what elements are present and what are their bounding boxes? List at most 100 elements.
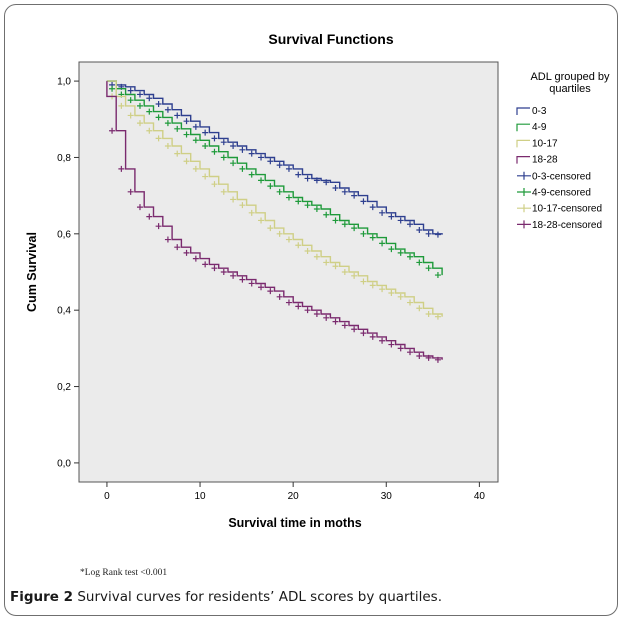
censor-mark-10-17: [258, 217, 265, 224]
censor-mark-4-9: [351, 225, 358, 232]
x-tick-label: 30: [381, 491, 393, 502]
censor-mark-4-9: [109, 85, 116, 92]
legend-swatch-10-17: [516, 139, 530, 148]
x-axis: 0 10 20 30 40: [104, 482, 485, 502]
censor-mark-10-17: [434, 313, 441, 320]
censor-mark-4-9: [341, 221, 348, 228]
censor-mark-18-28: [183, 249, 190, 256]
legend-label-18-28: 18-28: [532, 155, 558, 166]
censor-mark-0-3: [146, 95, 153, 102]
censor-mark-0-3: [183, 118, 190, 125]
censor-mark-10-17: [369, 282, 376, 289]
censor-mark-4-9: [388, 246, 395, 253]
censor-mark-4-9: [174, 125, 181, 132]
legend-censor-swatch-18-28: [517, 220, 531, 229]
censor-mark-0-3: [230, 143, 237, 149]
censor-mark-0-3: [425, 230, 432, 237]
censor-mark-4-9: [183, 131, 190, 138]
censor-mark-0-3: [341, 188, 348, 195]
censor-mark-18-28: [388, 341, 395, 348]
footnote: *Log Rank test <0.001: [80, 568, 168, 578]
censor-mark-10-17: [202, 173, 209, 180]
legend-label-10-17: 10-17: [532, 138, 558, 149]
legend-label-0-3-censored: 0-3-censored: [532, 171, 591, 182]
censor-mark-4-9: [295, 198, 302, 205]
censor-mark-10-17: [332, 263, 339, 270]
censor-mark-4-9: [434, 272, 441, 279]
censor-mark-18-28: [397, 345, 404, 352]
censor-mark-4-9: [164, 120, 171, 127]
censor-mark-10-17: [425, 311, 432, 317]
censor-mark-4-9: [360, 230, 367, 237]
censor-mark-10-17: [211, 181, 218, 188]
censor-mark-10-17: [146, 127, 153, 134]
censor-mark-0-3: [267, 158, 274, 165]
censor-mark-10-17: [248, 209, 255, 216]
censor-mark-10-17: [276, 230, 283, 237]
censor-mark-10-17: [118, 102, 125, 109]
legend-label-4-9-censored: 4-9-censored: [532, 188, 591, 199]
censor-mark-18-28: [285, 299, 292, 306]
legend-censor-swatch-0-3: [517, 171, 531, 180]
censor-mark-18-28: [202, 261, 209, 268]
censor-mark-0-3: [388, 213, 395, 220]
censor-mark-0-3: [313, 177, 320, 184]
censor-mark-4-9: [136, 102, 143, 109]
censor-mark-18-28: [379, 337, 386, 344]
censor-mark-10-17: [351, 272, 358, 279]
censor-mark-18-28: [332, 318, 339, 325]
chart-title: Survival Functions: [268, 31, 393, 47]
series-line-4-9: [106, 80, 443, 276]
censor-mark-18-28: [351, 326, 358, 333]
y-tick-label: 0,4: [57, 306, 71, 317]
censor-mark-10-17: [416, 305, 423, 312]
censor-mark-4-9: [369, 234, 376, 241]
censor-mark-0-3: [416, 227, 423, 233]
censor-mark-4-9: [276, 188, 283, 195]
censor-mark-4-9: [407, 253, 414, 260]
censor-mark-10-17: [388, 290, 395, 296]
censor-mark-4-9: [323, 211, 330, 218]
legend: ADL grouped by quartiles 0-3 4-9 10-17 18-2…: [516, 71, 610, 231]
censor-mark-0-3: [304, 175, 311, 182]
legend-swatch-0-3: [516, 107, 530, 115]
censor-mark-4-9: [155, 114, 162, 121]
legend-title-line-2: quartiles: [549, 83, 591, 95]
censor-mark-0-3: [323, 179, 330, 186]
censor-mark-0-3: [407, 221, 414, 228]
y-tick-label: 1,0: [57, 77, 71, 88]
censor-mark-18-28: [276, 293, 283, 300]
censor-mark-0-3: [369, 204, 376, 211]
censor-mark-10-17: [341, 269, 348, 275]
censor-mark-0-3: [239, 146, 246, 153]
censor-mark-18-28: [109, 127, 116, 134]
censor-mark-0-3: [220, 139, 227, 146]
legend-label-18-28-censored: 18-28-censored: [532, 220, 602, 231]
censor-mark-4-9: [202, 143, 209, 149]
censor-mark-10-17: [407, 299, 414, 306]
legend-label-0-3: 0-3: [532, 106, 547, 117]
legend-label-10-17-censored: 10-17-censored: [532, 204, 602, 215]
censor-mark-18-28: [136, 204, 143, 211]
y-tick-label: 0,8: [57, 153, 71, 164]
censor-mark-4-9: [146, 108, 153, 115]
caption-label: Figure 2: [10, 589, 74, 605]
censor-mark-4-9: [313, 206, 320, 212]
legend-label-4-9: 4-9: [532, 122, 547, 133]
legend-swatch-18-28: [516, 156, 530, 164]
survival-curves: [106, 80, 443, 363]
censor-mark-4-9: [258, 177, 265, 184]
censor-mark-18-28: [341, 322, 348, 329]
censor-mark-10-17: [174, 150, 181, 157]
censor-mark-4-9: [397, 249, 404, 256]
censor-mark-18-28: [220, 269, 227, 275]
y-tick-label: 0,6: [57, 229, 71, 240]
x-tick-label: 0: [104, 491, 110, 502]
censor-mark-0-3: [276, 162, 283, 169]
censor-mark-10-17: [323, 259, 330, 266]
censor-mark-0-3: [332, 185, 339, 191]
censor-mark-0-3: [164, 106, 171, 113]
survival-chart: Survival Functions 0,0 0,2 0,4 0,6 0,8 1,0 0 1…: [25, 31, 610, 530]
censor-mark-10-17: [304, 248, 311, 254]
censor-mark-0-3: [192, 123, 199, 130]
